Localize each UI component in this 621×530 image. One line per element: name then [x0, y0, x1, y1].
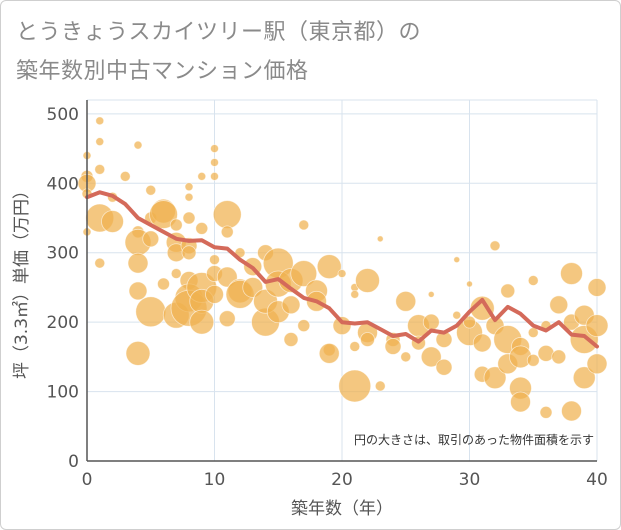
bubble-point	[169, 218, 183, 232]
bubble-point	[539, 406, 553, 419]
y-tick-label: 0	[68, 452, 79, 472]
bubble-point	[119, 170, 131, 182]
bubble-point	[157, 277, 170, 291]
x-axis-label: 築年数（年）	[291, 499, 393, 519]
bubble-point	[170, 268, 182, 279]
bubble-point	[127, 252, 149, 274]
x-tick-label: 20	[331, 470, 353, 490]
bubble-point	[210, 171, 219, 181]
bubble-point	[376, 235, 384, 243]
bubble-point	[355, 268, 380, 293]
trend-line-series	[85, 190, 599, 349]
bubble-point	[145, 184, 157, 196]
bubble-point	[463, 315, 476, 329]
bubble-point	[453, 256, 461, 264]
bubble-point	[135, 296, 167, 328]
bubble-point	[220, 225, 234, 239]
x-tick-label: 30	[459, 470, 481, 490]
bubble-point	[400, 351, 412, 363]
bubble-point	[510, 391, 531, 413]
bubble-series	[77, 116, 609, 422]
bubble-point	[142, 230, 160, 248]
bubble-point	[101, 210, 124, 233]
bubble-point	[298, 219, 310, 231]
bubble-point	[472, 333, 492, 353]
bubble-point	[466, 280, 473, 288]
bubble-point	[483, 366, 507, 390]
bubble-point	[182, 211, 196, 225]
bubble-point	[527, 275, 539, 286]
bubble-point	[210, 144, 219, 153]
bubble-point	[297, 319, 311, 333]
bubble-point	[184, 192, 194, 202]
bubble-point	[128, 281, 148, 301]
bubble-point	[316, 254, 342, 280]
bubble-point	[281, 295, 301, 315]
bubble-point	[337, 269, 347, 278]
axes: 0 100 200 300 400 500 0 10 20 30 40	[47, 100, 608, 490]
bubble-point	[209, 254, 220, 266]
bubble-point	[526, 353, 540, 367]
bubble-point	[210, 158, 219, 167]
bubble-point	[435, 358, 453, 376]
bubble-point	[95, 137, 105, 147]
bubble-point	[561, 400, 582, 422]
y-axis-label: 坪（3.3㎡）単価（万円）	[12, 182, 32, 379]
bubble-point	[195, 222, 209, 235]
x-tick-label: 0	[82, 470, 93, 490]
bubble-point	[350, 289, 360, 299]
bubble-point	[500, 283, 516, 299]
bubble-point	[94, 257, 106, 269]
bubble-point	[420, 346, 442, 368]
bubble-point	[549, 295, 569, 315]
bubble-point	[384, 338, 402, 355]
bubble-point	[452, 310, 462, 320]
bubble-point	[537, 344, 555, 362]
bubble-point	[395, 290, 417, 312]
bubble-point	[360, 332, 375, 347]
bubble-point	[551, 349, 567, 365]
bubble-point	[125, 340, 151, 366]
x-tick-label: 10	[204, 470, 226, 490]
bubble-point	[489, 240, 501, 252]
bubble-point	[218, 310, 236, 328]
bubble-point	[133, 140, 143, 150]
y-tick-label: 200	[47, 313, 79, 333]
bubble-point	[349, 341, 361, 352]
chart-title-line2: 築年数別中古マンション価格	[16, 59, 309, 84]
chart-title-line1: とうきょうスカイツリー駅（東京都）の	[16, 20, 422, 45]
bubble-point	[184, 182, 194, 192]
average-trend-line	[85, 190, 599, 349]
size-annotation: 円の大きさは、取引のあった物件面積を示す	[354, 432, 594, 447]
y-tick-label: 400	[47, 174, 79, 194]
bubble-point	[283, 332, 299, 347]
bubble-point	[189, 309, 215, 335]
bubble-point	[212, 200, 242, 229]
bubble-point	[205, 284, 224, 304]
bubble-point	[318, 342, 340, 364]
bubble-point	[427, 290, 435, 298]
bubble-point	[290, 260, 318, 287]
bubble-point	[469, 295, 495, 321]
bubble-point	[585, 314, 609, 338]
y-tick-label: 100	[47, 383, 79, 403]
bubble-point	[422, 313, 440, 331]
y-tick-label: 300	[47, 244, 79, 264]
bubble-point	[197, 171, 207, 181]
bubble-point	[572, 366, 596, 390]
bubble-point	[181, 245, 197, 261]
bubble-point	[374, 380, 386, 392]
bubble-point	[149, 200, 178, 229]
bubble-point	[586, 353, 608, 375]
bubble-point	[95, 116, 105, 126]
bubble-point	[560, 262, 583, 285]
x-tick-label: 40	[586, 470, 608, 490]
bubble-point	[587, 278, 607, 297]
bubble-point	[94, 164, 106, 175]
y-tick-label: 500	[47, 105, 79, 125]
bubble-point	[338, 369, 372, 403]
